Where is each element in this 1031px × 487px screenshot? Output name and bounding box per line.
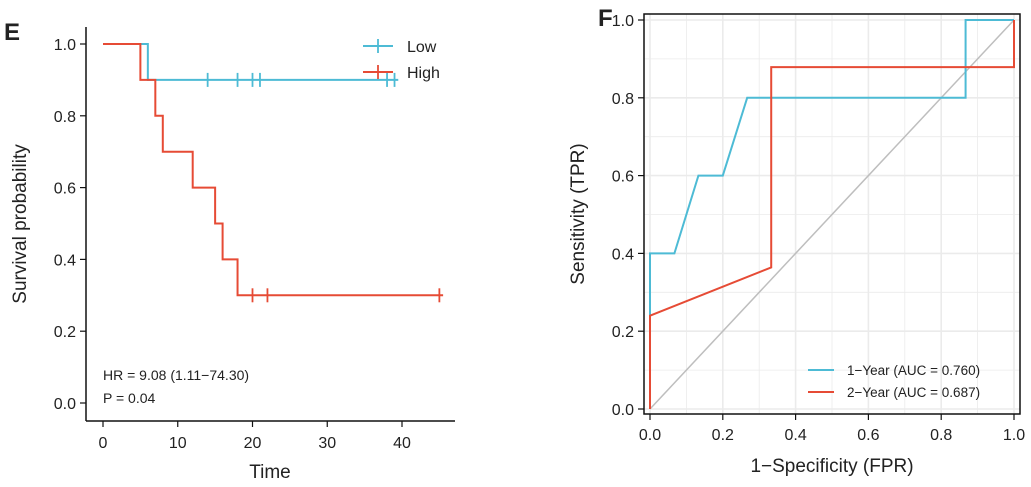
survival-curve-low (103, 43, 399, 81)
y-axis-title: Sensitivity (TPR) (568, 143, 589, 284)
km-panel: E 0.0 0.2 0.4 0.6 0.8 1.0 0 10 20 30 40 Time Survival… (4, 19, 455, 483)
x-tick-label: 0.4 (784, 427, 806, 444)
x-tick-label: 10 (169, 435, 187, 452)
reference-diagonal (649, 19, 1015, 410)
roc-panel: F 0.0 0.2 0.4 0.6 0.8 1.0 0.0 0.2 0.4 0.6 0.8 1.0 1−S… (568, 5, 1025, 477)
x-tick-label: 0.2 (712, 427, 734, 444)
x-tick-label: 0.0 (639, 427, 661, 444)
survival-curve-high (103, 43, 444, 297)
y-tick-label: 0.8 (54, 109, 76, 126)
roc-curve-2-year (649, 20, 1015, 409)
y-tick-label: 0.0 (54, 396, 76, 413)
x-tick-label: 30 (318, 435, 336, 452)
y-tick-label: 0.8 (612, 91, 634, 108)
legend-label: 1−Year (AUC = 0.760) (847, 363, 980, 378)
panel-label: F (598, 5, 613, 32)
y-tick-label: 0.6 (612, 169, 634, 186)
x-tick-label: 0.8 (930, 427, 952, 444)
y-tick-label: 0.2 (54, 324, 76, 341)
hr-annotation: HR = 9.08 (1.11−74.30) (103, 367, 249, 383)
y-tick-label: 0.4 (54, 252, 76, 269)
y-tick-label: 0.2 (612, 324, 634, 341)
y-tick-label: 0.6 (54, 181, 76, 198)
panel-label: E (4, 19, 20, 46)
x-axis-title: Time (249, 462, 291, 483)
x-tick-label: 20 (244, 435, 262, 452)
legend-label: Low (407, 39, 437, 56)
y-tick-label: 1.0 (612, 13, 634, 30)
roc-curve-1-year (649, 19, 1014, 409)
y-tick-label: 0.4 (612, 246, 634, 263)
x-tick-label: 0 (99, 435, 108, 452)
legend-label: High (407, 65, 440, 82)
x-tick-label: 40 (393, 435, 411, 452)
y-tick-label: 1.0 (54, 37, 76, 54)
x-tick-label: 0.6 (857, 427, 879, 444)
x-tick-label: 1.0 (1003, 427, 1025, 444)
plot-border (643, 13, 1021, 415)
y-axis-title: Survival probability (10, 144, 31, 304)
legend-label: 2−Year (AUC = 0.687) (847, 385, 980, 400)
p-value-annotation: P = 0.04 (103, 390, 156, 406)
x-axis-title: 1−Specificity (FPR) (750, 456, 913, 477)
y-tick-label: 0.0 (612, 402, 634, 419)
